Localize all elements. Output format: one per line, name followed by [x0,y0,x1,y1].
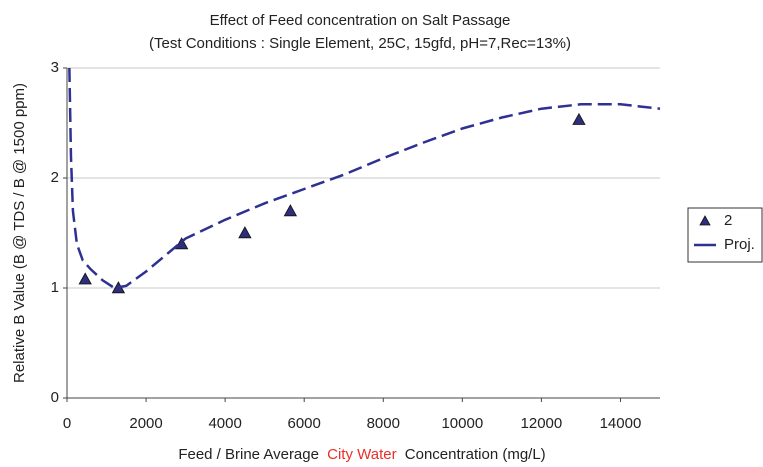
x-axis-label: Feed / Brine Average City Water Concentr… [178,446,545,463]
legend-label: 2 [724,212,732,229]
y-tick-label: 1 [51,279,59,296]
scatter-point [174,237,189,250]
legend-symbol [699,215,711,226]
y-tick-label: 2 [51,169,59,186]
x-tick-label: 12000 [521,415,563,432]
chart-title: Effect of Feed concentration on Salt Pas… [210,12,511,29]
x-tick-label: 14000 [600,415,642,432]
legend-box [687,207,763,263]
x-label-part: Feed / Brine Average [178,446,319,463]
scatter-point [238,226,252,239]
x-tick-label: 4000 [208,415,241,432]
y-axis-label: Relative B Value (B @ TDS / B @ 1500 ppm… [11,83,28,383]
scatter-point [572,112,586,125]
chart-subtitle: (Test Conditions : Single Element, 25C, … [149,35,571,52]
x-tick-label: 2000 [129,415,162,432]
x-tick-label: 0 [63,415,71,432]
y-tick-label: 0 [51,389,59,406]
x-tick-label: 10000 [441,415,483,432]
x-label-highlight: City Water [327,446,396,463]
legend-label: Proj. [724,236,755,253]
x-tick-label: 8000 [367,415,400,432]
y-tick-label: 3 [51,59,59,76]
scatter-point [78,272,92,285]
projection-line [68,67,661,290]
scatter-point [283,204,298,217]
x-tick-label: 6000 [288,415,321,432]
x-label-part: Concentration (mg/L) [405,446,546,463]
